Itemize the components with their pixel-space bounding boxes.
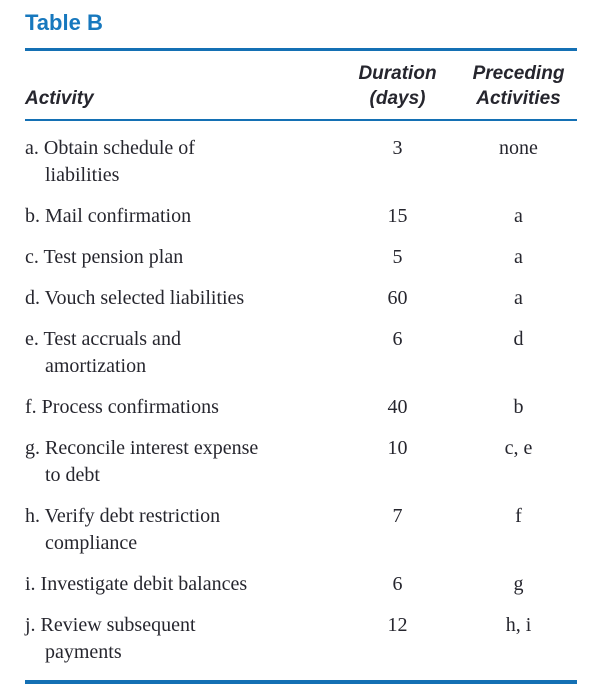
table-row-g: g. Reconcile interest expense to debt 10… bbox=[25, 421, 577, 489]
table-row-b: b. Mail confirmation 15 a bbox=[25, 189, 577, 230]
header-preceding: Preceding Activities bbox=[472, 63, 565, 109]
activity-cell: f. Process confirmations bbox=[25, 396, 219, 418]
table-header-row: Activity Duration (days) Preceding Activ… bbox=[25, 51, 577, 119]
table-row-i: i. Investigate debit balances 6 g bbox=[25, 557, 577, 598]
table-row-e: e. Test accruals and amortization 6 d bbox=[25, 312, 577, 380]
duration-cell: 60 bbox=[387, 287, 408, 309]
preceding-cell: f bbox=[515, 505, 522, 527]
activity-cell: e. Test accruals and amortization bbox=[25, 328, 181, 377]
header-duration: Duration (days) bbox=[358, 63, 437, 109]
table-row-c: c. Test pension plan 5 a bbox=[25, 230, 577, 271]
preceding-cell: a bbox=[514, 205, 523, 227]
preceding-cell: a bbox=[514, 287, 523, 309]
activity-cell: j. Review subsequent payments bbox=[25, 614, 196, 663]
activity-cell: d. Vouch selected liabilities bbox=[25, 287, 245, 309]
duration-cell: 15 bbox=[387, 205, 408, 227]
table-row-f: f. Process confirmations 40 b bbox=[25, 380, 577, 421]
preceding-cell: g bbox=[513, 573, 524, 595]
activity-cell: b. Mail confirmation bbox=[25, 205, 192, 227]
table-row-h: h. Verify debt restriction compliance 7 … bbox=[25, 489, 577, 557]
table-row-j: j. Review subsequent payments 12 h, i bbox=[25, 598, 577, 666]
header-activity: Activity bbox=[25, 88, 94, 109]
preceding-cell: b bbox=[513, 396, 524, 418]
table-row-a: a. Obtain schedule of liabilities 3 none bbox=[25, 121, 577, 189]
preceding-cell: none bbox=[499, 137, 538, 159]
duration-cell: 6 bbox=[392, 573, 403, 595]
duration-cell: 7 bbox=[392, 505, 403, 527]
duration-cell: 3 bbox=[392, 137, 403, 159]
table-title: Table B bbox=[25, 10, 103, 35]
duration-cell: 40 bbox=[387, 396, 408, 418]
activity-cell: i. Investigate debit balances bbox=[25, 573, 248, 595]
preceding-cell: h, i bbox=[505, 614, 532, 636]
table-row-d: d. Vouch selected liabilities 60 a bbox=[25, 271, 577, 312]
header-rule bbox=[25, 119, 577, 121]
top-rule bbox=[25, 48, 577, 51]
activity-cell: g. Reconcile interest expense to debt bbox=[25, 437, 259, 486]
activity-cell: a. Obtain schedule of liabilities bbox=[25, 137, 195, 186]
preceding-cell: c, e bbox=[504, 437, 533, 459]
preceding-cell: d bbox=[513, 328, 524, 350]
duration-cell: 12 bbox=[387, 614, 408, 636]
duration-cell: 10 bbox=[387, 437, 408, 459]
activity-cell: h. Verify debt restriction compliance bbox=[25, 505, 221, 554]
duration-cell: 6 bbox=[392, 328, 403, 350]
duration-cell: 5 bbox=[392, 246, 403, 268]
bottom-rule bbox=[25, 680, 577, 684]
activity-cell: c. Test pension plan bbox=[25, 246, 184, 268]
preceding-cell: a bbox=[514, 246, 523, 268]
table-body: a. Obtain schedule of liabilities 3 none… bbox=[25, 121, 577, 666]
